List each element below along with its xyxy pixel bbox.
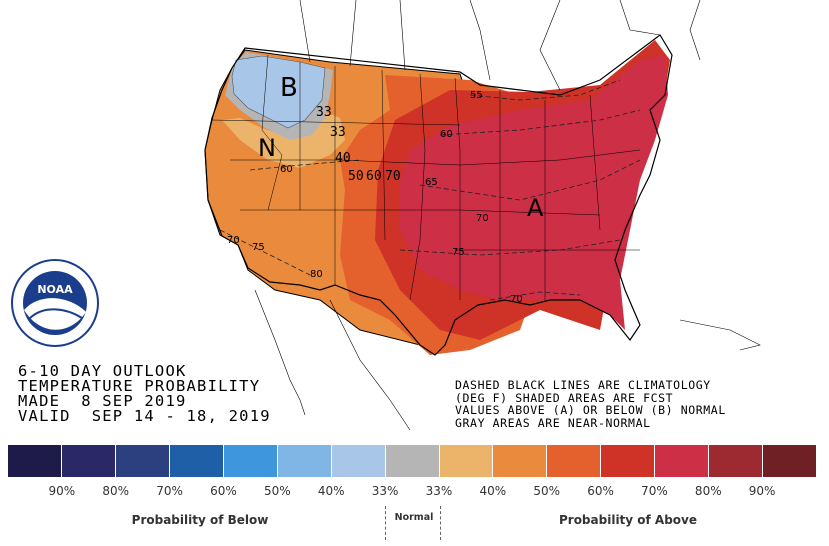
note-line: VALUES ABOVE (A) OR BELOW (B) NORMAL bbox=[455, 403, 726, 417]
legend-swatch bbox=[277, 445, 332, 477]
contour-70-label: 70 bbox=[385, 169, 401, 184]
contour-33-label: 33 bbox=[330, 125, 346, 140]
outlook-line: MADE 8 SEP 2019 bbox=[18, 392, 187, 410]
label-near-normal: N bbox=[258, 134, 276, 162]
region-below-33-40 bbox=[231, 55, 326, 129]
legend-tick-label: 50% bbox=[533, 484, 560, 498]
clim-label: 70 bbox=[227, 235, 240, 246]
legend-swatch bbox=[709, 445, 764, 477]
contour-40-label: 40 bbox=[335, 151, 351, 166]
label-below-normal: B bbox=[280, 73, 298, 103]
map-notes: DASHED BLACK LINES ARE CLIMATOLOGY (DEG F… bbox=[455, 379, 726, 429]
normal-divider-left bbox=[385, 506, 386, 540]
noaa-logo: NOAA bbox=[11, 259, 99, 347]
legend-swatch bbox=[655, 445, 710, 477]
clim-label: 60 bbox=[280, 164, 293, 175]
clim-label: 65 bbox=[425, 177, 438, 188]
legend-swatch bbox=[547, 445, 602, 477]
contour-50-label: 50 bbox=[348, 169, 364, 184]
outlook-line: TEMPERATURE PROBABILITY bbox=[18, 377, 261, 395]
legend-swatch bbox=[61, 445, 116, 477]
normal-divider-right bbox=[440, 506, 441, 540]
legend-tick-label: 80% bbox=[102, 484, 130, 498]
clim-label: 75 bbox=[252, 242, 265, 253]
note-line: DASHED BLACK LINES ARE CLIMATOLOGY bbox=[455, 378, 711, 392]
legend-tick-label: 90% bbox=[748, 484, 776, 498]
legend-tick-label: 40% bbox=[479, 484, 507, 498]
clim-label: 80 bbox=[310, 269, 323, 280]
state-lines bbox=[211, 54, 641, 301]
legend-swatch bbox=[169, 445, 224, 477]
legend-tick-label: 80% bbox=[694, 484, 722, 498]
probability-legend-bar bbox=[8, 445, 817, 477]
contour-33-label: 33 bbox=[316, 105, 332, 120]
us-temperature-outlook-map: B N A 33 33 40 50 60 70 55 60 60 65 70 7… bbox=[11, 0, 761, 431]
outlook-title-block: 6-10 DAY OUTLOOK TEMPERATURE PROBABILITY M… bbox=[18, 362, 271, 425]
legend-tick-label: 33% bbox=[371, 484, 399, 498]
legend-swatch bbox=[115, 445, 170, 477]
normal-caption: Normal bbox=[394, 512, 434, 523]
label-above-normal: A bbox=[527, 194, 544, 222]
legend-swatch bbox=[8, 445, 62, 477]
climatology-lines bbox=[219, 79, 641, 301]
clim-label: 70 bbox=[476, 213, 489, 224]
border-lines bbox=[254, 0, 761, 431]
legend-tick-label: 60% bbox=[587, 484, 614, 498]
legend-swatch bbox=[331, 445, 386, 477]
clim-label: 75 bbox=[452, 247, 465, 258]
legend-tick-label: 40% bbox=[317, 484, 345, 498]
legend-swatch bbox=[763, 445, 817, 477]
below-caption: Probability of Below bbox=[131, 513, 269, 527]
region-above-70-80 bbox=[400, 55, 668, 330]
legend-swatch bbox=[223, 445, 278, 477]
contour-60-label: 60 bbox=[366, 169, 382, 184]
note-line: (DEG F) SHADED AREAS ARE FCST bbox=[455, 390, 674, 405]
legend-tick-label: 50% bbox=[263, 484, 291, 498]
noaa-logo-text: NOAA bbox=[37, 283, 73, 296]
legend-swatch bbox=[493, 445, 548, 477]
clim-label: 60 bbox=[440, 129, 453, 140]
clim-label: 70 bbox=[510, 294, 523, 305]
outlook-line: VALID SEP 14 - 18, 2019 bbox=[18, 407, 271, 425]
note-line: GRAY AREAS ARE NEAR-NORMAL bbox=[455, 415, 651, 430]
above-caption: Probability of Above bbox=[558, 513, 698, 527]
clim-label: 55 bbox=[470, 90, 483, 101]
us-outline bbox=[204, 34, 673, 356]
legend-swatch bbox=[385, 445, 440, 477]
legend-tick-label: 70% bbox=[641, 484, 668, 498]
legend-swatch bbox=[601, 445, 656, 477]
legend-swatch bbox=[439, 445, 494, 477]
legend-tick-label: 70% bbox=[156, 484, 183, 498]
legend-tick-label: 60% bbox=[210, 484, 237, 498]
legend-tick-label: 90% bbox=[48, 484, 76, 498]
outlook-line: 6-10 DAY OUTLOOK bbox=[18, 362, 187, 380]
legend-tick-label: 33% bbox=[425, 484, 453, 498]
